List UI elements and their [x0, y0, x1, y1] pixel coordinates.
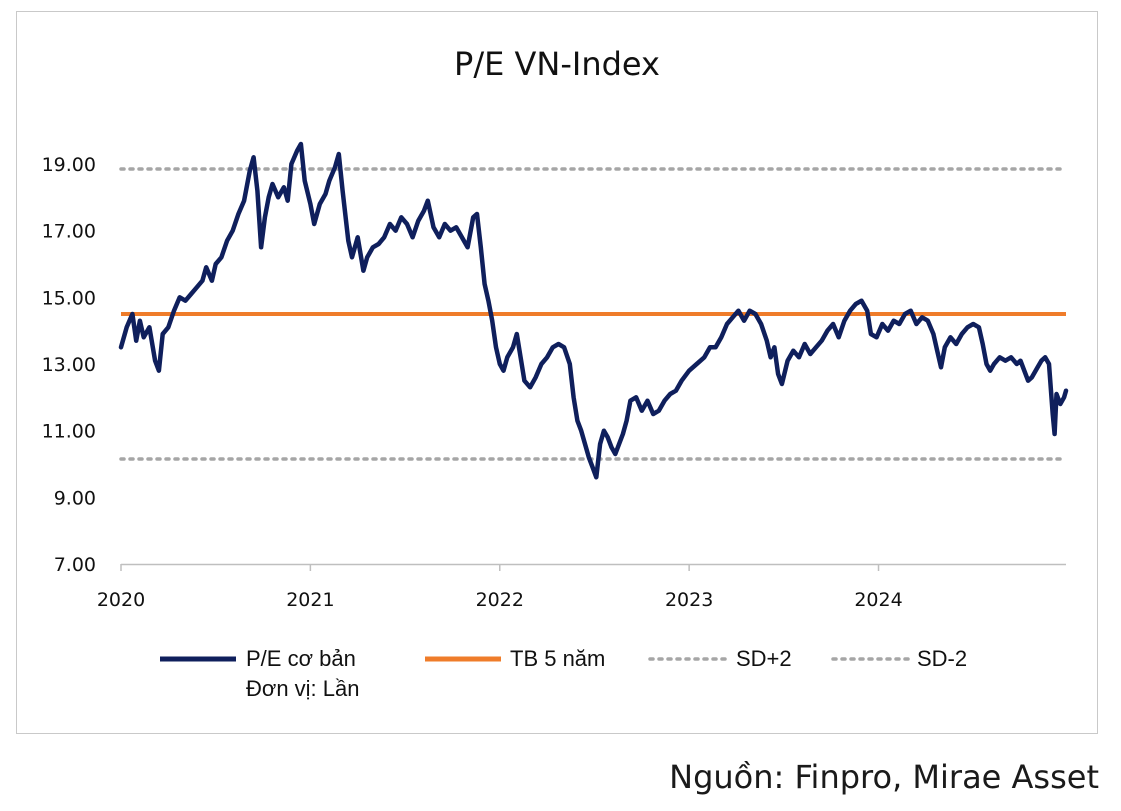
y-tick-label: 13.00: [42, 354, 96, 376]
x-axis-ticks: 2020 2021 2022 2023 2024: [97, 564, 903, 611]
x-tick-label: 2021: [286, 589, 334, 611]
legend-label-lower: SD-2: [917, 646, 967, 671]
y-tick-label: 17.00: [42, 221, 96, 243]
y-tick-label: 7.00: [54, 554, 96, 576]
legend-label-upper: SD+2: [736, 646, 792, 671]
y-tick-label: 19.00: [42, 154, 96, 176]
y-tick-label: 9.00: [54, 487, 96, 509]
chart-title: P/E VN-Index: [454, 45, 660, 83]
x-tick-label: 2022: [476, 589, 524, 611]
chart-frame: [16, 11, 1098, 734]
y-tick-label: 11.00: [42, 421, 96, 443]
legend-unit-note: Đơn vị: Lần: [246, 676, 359, 701]
legend-label-series: P/E cơ bản: [246, 646, 356, 671]
legend-label-mean: TB 5 năm: [510, 646, 605, 671]
x-tick-label: 2024: [854, 589, 902, 611]
x-tick-label: 2023: [665, 589, 713, 611]
legend: P/E cơ bản Đơn vị: Lần TB 5 năm SD+2 SD-…: [160, 646, 967, 701]
x-tick-label: 2020: [97, 589, 145, 611]
source-note: Nguồn: Finpro, Mirae Asset: [669, 758, 1099, 796]
pe-series-line: [118, 141, 1069, 480]
y-tick-label: 15.00: [42, 287, 96, 309]
y-axis-ticks: 7.00 9.00 11.00 13.00 15.00 17.00 19.00: [42, 154, 96, 576]
